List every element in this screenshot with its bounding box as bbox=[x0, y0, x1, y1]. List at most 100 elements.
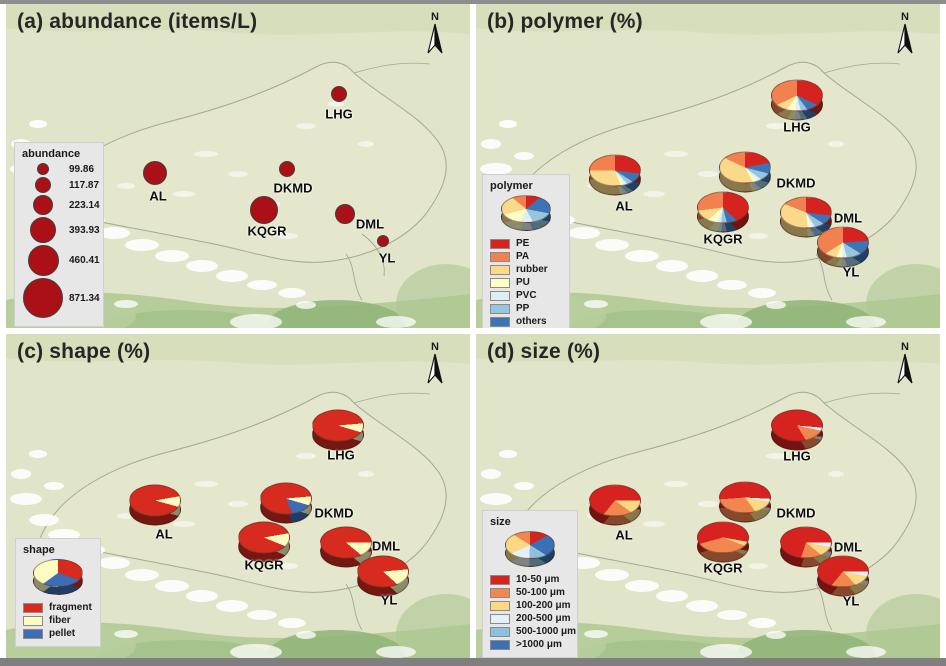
compass-needle-icon bbox=[897, 23, 913, 54]
pie-top bbox=[780, 526, 832, 559]
panel-grid: (a) abundance (items/L) N LHG AL DKMD KQGR D… bbox=[6, 4, 940, 658]
pie-top bbox=[589, 154, 641, 187]
site-label-lhg: LHG bbox=[783, 119, 811, 135]
legend-swatch bbox=[490, 639, 510, 650]
legend-swatch bbox=[490, 574, 510, 585]
legend-value: 223.14 bbox=[69, 199, 100, 211]
legend-circle-symbol bbox=[33, 195, 53, 215]
legend-label: PU bbox=[516, 277, 530, 288]
compass-needle-icon bbox=[427, 353, 443, 384]
legend-item: others bbox=[490, 315, 562, 328]
site-markers-layer: LHG AL DKMD KQGR DML YL bbox=[476, 4, 940, 328]
site-markers-layer: LHG AL DKMD KQGR DML YL bbox=[6, 334, 470, 658]
legend-swatch bbox=[23, 602, 43, 613]
pie-top bbox=[312, 409, 364, 442]
north-arrow: N bbox=[424, 12, 446, 60]
pie-top bbox=[129, 484, 181, 517]
abundance-symbol-dkmd bbox=[279, 161, 295, 177]
legend-body: 10-50 μm 50-100 μm 100-200 μm 200-500 μm 500… bbox=[490, 531, 576, 651]
site-label-kqgr: KQGR bbox=[703, 231, 743, 247]
legend-item: 50-100 μm bbox=[490, 586, 570, 599]
legend-body: fragment fiber pellet bbox=[23, 559, 93, 640]
north-label: N bbox=[901, 11, 909, 23]
legend-swatch bbox=[23, 628, 43, 639]
legend-circle-cell bbox=[22, 245, 64, 276]
site-label-al: AL bbox=[149, 188, 167, 204]
size-pie-dkmd bbox=[719, 481, 771, 523]
legend-label: rubber bbox=[516, 264, 548, 275]
figure-border-bottom bbox=[0, 658, 946, 666]
site-label-yl: YL bbox=[842, 264, 860, 280]
legend-item: 223.14 bbox=[22, 195, 100, 215]
legend-value: 871.34 bbox=[69, 292, 100, 304]
pie-top bbox=[719, 151, 771, 184]
legend-circle-symbol bbox=[35, 177, 51, 193]
legend-item: PP bbox=[490, 302, 562, 315]
legend-item: 99.86 bbox=[22, 163, 96, 175]
site-label-dml: DML bbox=[371, 538, 401, 554]
polymer-pie-lhg bbox=[771, 79, 823, 121]
shape-pie-yl bbox=[357, 555, 409, 597]
site-label-kqgr: KQGR bbox=[247, 223, 287, 239]
panel-abundance: (a) abundance (items/L) N LHG AL DKMD KQGR D… bbox=[6, 4, 470, 328]
shape-pie-al bbox=[129, 484, 181, 526]
polymer-legend: polymer PE PA rubber PU PVC PP others bbox=[482, 174, 570, 328]
legend-item: 100-200 μm bbox=[490, 599, 571, 612]
site-label-yl: YL bbox=[378, 250, 396, 266]
legend-item: 500-1000 μm bbox=[490, 625, 576, 638]
legend-item: 871.34 bbox=[22, 278, 100, 318]
size-pie-yl bbox=[817, 555, 869, 597]
north-arrow: N bbox=[894, 12, 916, 60]
site-label-yl: YL bbox=[380, 592, 398, 608]
legend-swatch bbox=[490, 251, 510, 262]
panel-title: (c) shape (%) bbox=[17, 340, 151, 363]
legend-pie-icon bbox=[501, 195, 551, 231]
legend-swatch bbox=[490, 587, 510, 598]
pie-top bbox=[817, 555, 869, 588]
legend-value: 117.87 bbox=[69, 179, 100, 191]
pie-top bbox=[260, 482, 312, 515]
site-label-dml: DML bbox=[833, 210, 863, 226]
figure-border-top bbox=[0, 0, 946, 4]
legend-item: PU bbox=[490, 276, 562, 289]
legend-swatch bbox=[490, 613, 510, 624]
panel-size: (d) size (%) N LHG AL DKMD KQGR DML YL size 1… bbox=[476, 334, 940, 658]
legend-item: 393.93 bbox=[22, 217, 100, 243]
legend-label: 200-500 μm bbox=[516, 613, 571, 624]
pie-top bbox=[780, 196, 832, 229]
pie-top bbox=[719, 481, 771, 514]
site-markers-layer: LHG AL DKMD KQGR DML YL bbox=[6, 4, 470, 328]
legend-swatch bbox=[490, 238, 510, 249]
polymer-pie-kqgr bbox=[697, 191, 749, 233]
legend-circle-cell bbox=[22, 163, 64, 175]
legend-value: 99.86 bbox=[69, 163, 95, 175]
legend-title: size bbox=[490, 516, 511, 528]
legend-item: fragment bbox=[23, 601, 93, 614]
legend-swatch bbox=[490, 277, 510, 288]
pie-top bbox=[238, 521, 290, 554]
pie-top bbox=[357, 555, 409, 588]
site-label-lhg: LHG bbox=[783, 448, 811, 464]
shape-pie-dkmd bbox=[260, 482, 312, 524]
legend-swatch bbox=[490, 290, 510, 301]
legend-title: polymer bbox=[490, 180, 533, 192]
legend-item: pellet bbox=[23, 627, 93, 640]
legend-body: PE PA rubber PU PVC PP others bbox=[490, 195, 562, 328]
size-pie-lhg bbox=[771, 409, 823, 451]
site-label-yl: YL bbox=[842, 593, 860, 609]
site-label-lhg: LHG bbox=[325, 106, 353, 122]
legend-label: fiber bbox=[49, 615, 71, 626]
legend-swatch bbox=[490, 626, 510, 637]
legend-label: PE bbox=[516, 238, 530, 249]
legend-item: 200-500 μm bbox=[490, 612, 571, 625]
legend-item: PA bbox=[490, 250, 562, 263]
legend-pie-icon bbox=[505, 531, 555, 567]
legend-label: others bbox=[516, 316, 547, 327]
compass-needle-icon bbox=[897, 353, 913, 384]
legend-label: PA bbox=[516, 251, 530, 262]
legend-swatch bbox=[490, 303, 510, 314]
abundance-legend: abundance 99.86 117.87 223.14 393.93 460.41 8… bbox=[14, 142, 104, 327]
north-label: N bbox=[431, 341, 439, 353]
legend-swatch bbox=[490, 600, 510, 611]
